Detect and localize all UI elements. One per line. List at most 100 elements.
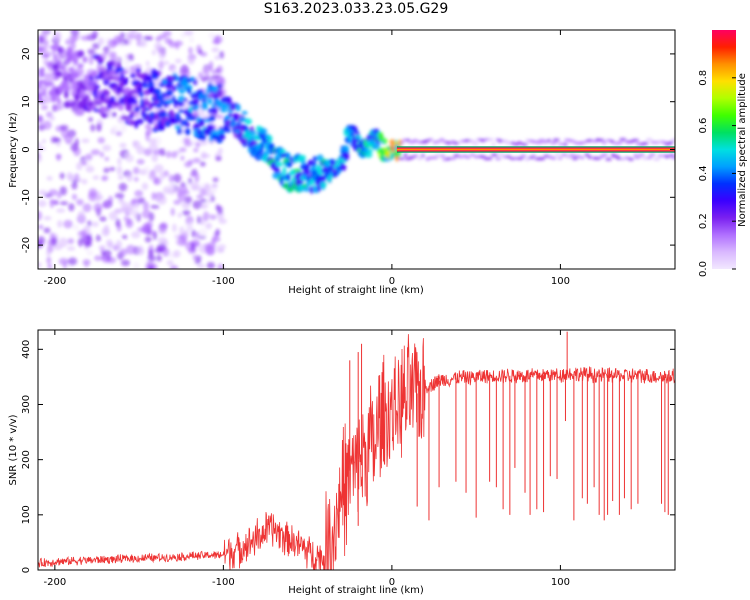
noise-blob <box>88 188 98 198</box>
ridge-blob <box>125 104 133 112</box>
ridge-blob <box>109 96 116 104</box>
noise-blob <box>198 228 208 238</box>
noise-blob <box>162 60 170 65</box>
noise-blob <box>132 166 140 175</box>
ridge-blob <box>107 75 115 81</box>
noise-blob <box>107 39 117 49</box>
band-blob <box>402 153 408 157</box>
noise-blob <box>92 42 100 50</box>
ridge-blob <box>248 130 257 135</box>
noise-blob <box>64 133 74 144</box>
ridge-blob <box>82 56 88 63</box>
ridge-blob <box>161 110 167 119</box>
ridge-blob <box>188 84 193 90</box>
ridge-blob <box>54 70 63 78</box>
noise-blob <box>56 153 61 162</box>
band-blob <box>420 154 425 158</box>
noise-blob <box>60 124 69 131</box>
noise-blob <box>136 145 146 155</box>
noise-blob <box>83 225 91 234</box>
noise-blob <box>137 227 147 233</box>
noise-blob <box>158 49 166 60</box>
ridge-blob <box>77 63 84 68</box>
noise-blob <box>188 46 193 55</box>
ridge-blob <box>63 90 69 99</box>
noise-blob <box>153 177 162 185</box>
ridge-blob <box>185 128 191 136</box>
band-blob <box>627 157 635 161</box>
y-tick-label: 20 <box>21 48 32 61</box>
noise-blob <box>103 46 110 53</box>
ridge-blob <box>57 97 61 105</box>
noise-blob <box>168 174 175 183</box>
noise-blob <box>41 86 48 92</box>
band-blob <box>646 137 653 142</box>
noise-blob <box>200 204 208 210</box>
band-blob <box>520 142 528 146</box>
band-blob <box>431 156 439 160</box>
ridge-blob <box>129 111 136 116</box>
noise-blob <box>102 201 110 209</box>
noise-blob <box>91 221 99 227</box>
spectrogram-x-ticks: -200 -100 0 100 <box>44 30 570 287</box>
noise-blob <box>102 249 112 257</box>
noise-blob <box>165 150 172 159</box>
noise-blob <box>121 234 128 240</box>
spectrogram-heatmap <box>38 30 675 269</box>
ridge-blob <box>287 161 293 168</box>
noise-blob <box>69 35 78 42</box>
ridge-blob <box>302 187 312 192</box>
ridge-blob <box>41 53 50 58</box>
noise-blob <box>118 182 128 192</box>
noise-blob <box>175 42 180 50</box>
noise-blob <box>206 245 216 256</box>
noise-blob <box>59 172 65 180</box>
ridge-blob <box>109 70 115 75</box>
band-blob <box>542 140 549 144</box>
noise-blob <box>38 115 44 124</box>
ridge-blob <box>218 85 223 90</box>
noise-blob <box>157 194 167 205</box>
ridge-blob <box>66 85 71 92</box>
ridge-blob <box>183 97 188 102</box>
noise-blob <box>189 36 194 43</box>
band-blob <box>568 153 577 157</box>
ridge-blob <box>67 48 74 55</box>
y-tick-label: 100 <box>21 505 32 524</box>
band-blob <box>637 153 645 157</box>
noise-blob <box>125 31 136 38</box>
noise-blob <box>180 155 185 161</box>
noise-blob <box>115 208 122 214</box>
noise-blob <box>187 57 195 65</box>
noise-blob <box>175 238 184 246</box>
spectrogram-y-ticks: 20 10 0 -10 -20 <box>21 48 675 253</box>
noise-blob <box>201 153 211 158</box>
band-blob <box>631 138 640 142</box>
ridge-blob <box>132 99 138 105</box>
noise-blob <box>77 210 86 221</box>
ridge-blob <box>96 84 100 90</box>
noise-blob <box>203 184 211 193</box>
noise-blob <box>147 254 156 262</box>
noise-blob <box>99 216 107 222</box>
band-blob <box>642 141 649 145</box>
ridge-blob <box>207 108 212 114</box>
noise-blob <box>195 231 200 239</box>
ridge-blob <box>101 113 109 119</box>
ridge-blob <box>259 128 268 135</box>
noise-blob <box>141 182 149 191</box>
ridge-blob <box>356 137 361 143</box>
noise-blob <box>210 195 215 203</box>
snr-panel: -200 -100 0 100 0 100 200 300 400 Height of str… <box>8 329 676 596</box>
ridge-blob <box>142 82 148 89</box>
noise-blob <box>198 49 203 55</box>
noise-blob <box>42 120 52 130</box>
noise-blob <box>70 30 80 37</box>
band-blob <box>402 138 408 142</box>
band-blob <box>439 138 445 142</box>
band-blob <box>439 154 446 158</box>
noise-blob <box>132 203 140 214</box>
noise-blob <box>174 234 180 239</box>
band-blob <box>490 153 499 157</box>
noise-blob <box>71 181 78 190</box>
